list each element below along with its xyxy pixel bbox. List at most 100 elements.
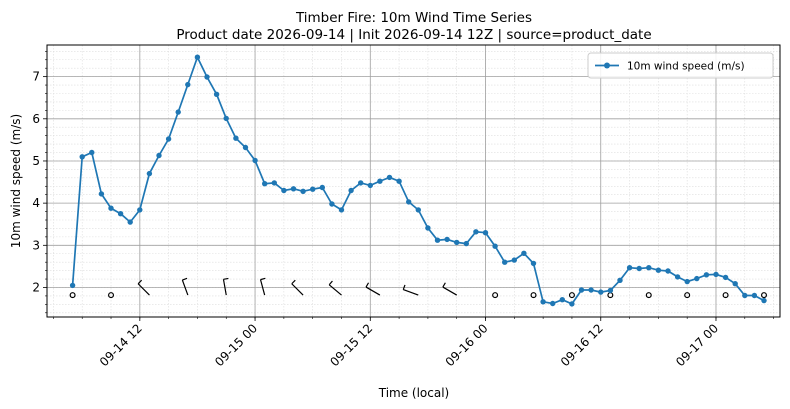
data-point xyxy=(626,265,633,271)
data-point xyxy=(252,157,258,164)
data-point xyxy=(588,287,594,293)
series-wind-speed xyxy=(69,54,767,307)
x-axis-label: Time (local) xyxy=(378,386,450,400)
data-point xyxy=(233,135,239,141)
wind-barb-shaft xyxy=(291,283,304,296)
wind-barb xyxy=(442,282,458,296)
wind-barb-shaft xyxy=(442,286,458,296)
chart-title-line1: Timber Fire: 10m Wind Time Series xyxy=(295,10,532,26)
data-point xyxy=(117,211,124,217)
wind-barb-flag xyxy=(223,277,229,280)
data-point xyxy=(108,205,114,211)
y-axis-ticks: 2 3 4 5 6 7 xyxy=(32,51,47,314)
data-point xyxy=(722,274,729,281)
x-tick-label: 09-16 00 xyxy=(443,321,491,369)
wind-barb-flag xyxy=(260,277,266,281)
data-point xyxy=(290,186,297,192)
data-point xyxy=(348,187,354,194)
wind-barb-shaft xyxy=(328,284,342,296)
wind-barb-shaft xyxy=(259,279,266,296)
wind-barb-shaft xyxy=(137,283,150,296)
data-point xyxy=(79,154,85,160)
minor-grid xyxy=(47,45,780,317)
data-point xyxy=(550,300,556,307)
data-point xyxy=(98,191,105,197)
wind-barb-flag xyxy=(137,279,143,285)
data-point xyxy=(358,180,364,186)
data-point xyxy=(636,265,642,272)
wind-barb-flag xyxy=(365,282,370,288)
series-line xyxy=(71,54,765,305)
data-point xyxy=(463,240,469,247)
data-point xyxy=(434,237,441,243)
data-point xyxy=(694,275,700,282)
wind-barb-calm xyxy=(69,292,76,299)
legend-box xyxy=(587,52,774,79)
y-tick-label: 7 xyxy=(32,70,40,84)
legend-marker-swatch xyxy=(604,62,610,69)
data-point xyxy=(377,178,383,184)
data-point xyxy=(300,188,306,194)
chart-title-line2: Product date 2026-09-14 | Init 2026-09-1… xyxy=(176,27,651,43)
data-point xyxy=(646,265,652,271)
legend: 10m wind speed (m/s) xyxy=(587,52,774,79)
wind-barb xyxy=(259,277,266,296)
data-point xyxy=(665,268,671,274)
data-point xyxy=(262,181,268,187)
data-point xyxy=(386,174,393,181)
y-tick-label: 3 xyxy=(32,238,40,252)
wind-barb-calm xyxy=(568,292,575,299)
data-point xyxy=(732,281,738,287)
data-point xyxy=(674,274,681,280)
data-point xyxy=(213,91,220,98)
wind-barb-calm xyxy=(108,292,115,299)
wind-barb-flag xyxy=(291,279,296,285)
data-point xyxy=(684,278,690,285)
data-point xyxy=(482,230,489,236)
data-point xyxy=(310,186,316,192)
data-point xyxy=(578,287,585,293)
x-tick-label: 09-15 00 xyxy=(212,321,260,369)
data-point xyxy=(194,54,201,60)
legend-label-wind-speed: 10m wind speed (m/s) xyxy=(627,61,745,73)
major-grid xyxy=(47,45,780,317)
wind-barb-shaft xyxy=(222,279,227,296)
data-point xyxy=(329,201,335,207)
data-point xyxy=(89,149,95,156)
data-point xyxy=(742,292,748,299)
wind-barb-flag xyxy=(402,284,406,290)
data-point xyxy=(761,297,767,304)
wind-barb-shaft xyxy=(181,279,189,296)
data-point xyxy=(425,225,431,231)
data-point xyxy=(146,170,153,177)
data-point xyxy=(454,239,460,246)
x-tick-label: 09-15 12 xyxy=(327,321,375,369)
data-point xyxy=(156,152,162,159)
wind-barb-shaft xyxy=(403,289,419,296)
data-point xyxy=(444,236,450,243)
wind-barb-calm xyxy=(607,292,614,299)
wind-barb-calm xyxy=(722,292,729,299)
wind-barb-flag xyxy=(442,282,446,288)
y-axis-label: 10m wind speed (m/s) xyxy=(9,114,23,248)
wind-barb-calm xyxy=(760,292,767,299)
data-point xyxy=(396,178,402,184)
data-point xyxy=(338,207,345,213)
y-tick-label: 6 xyxy=(32,112,40,126)
data-point xyxy=(655,267,662,273)
y-tick-label: 5 xyxy=(32,154,40,168)
wind-barb xyxy=(328,280,342,296)
data-point xyxy=(607,287,614,294)
data-point xyxy=(223,115,229,122)
wind-barb xyxy=(291,279,304,296)
data-point xyxy=(540,299,546,305)
x-axis-ticks: 09-14 12 09-15 00 09-15 12 09-16 00 09-16 12… xyxy=(53,317,774,369)
data-point xyxy=(511,257,517,263)
data-point xyxy=(617,277,623,283)
wind-barb xyxy=(222,277,229,296)
data-point xyxy=(415,207,421,213)
x-tick-label: 09-17 00 xyxy=(673,321,721,369)
data-point xyxy=(127,219,133,225)
data-point xyxy=(751,292,758,299)
